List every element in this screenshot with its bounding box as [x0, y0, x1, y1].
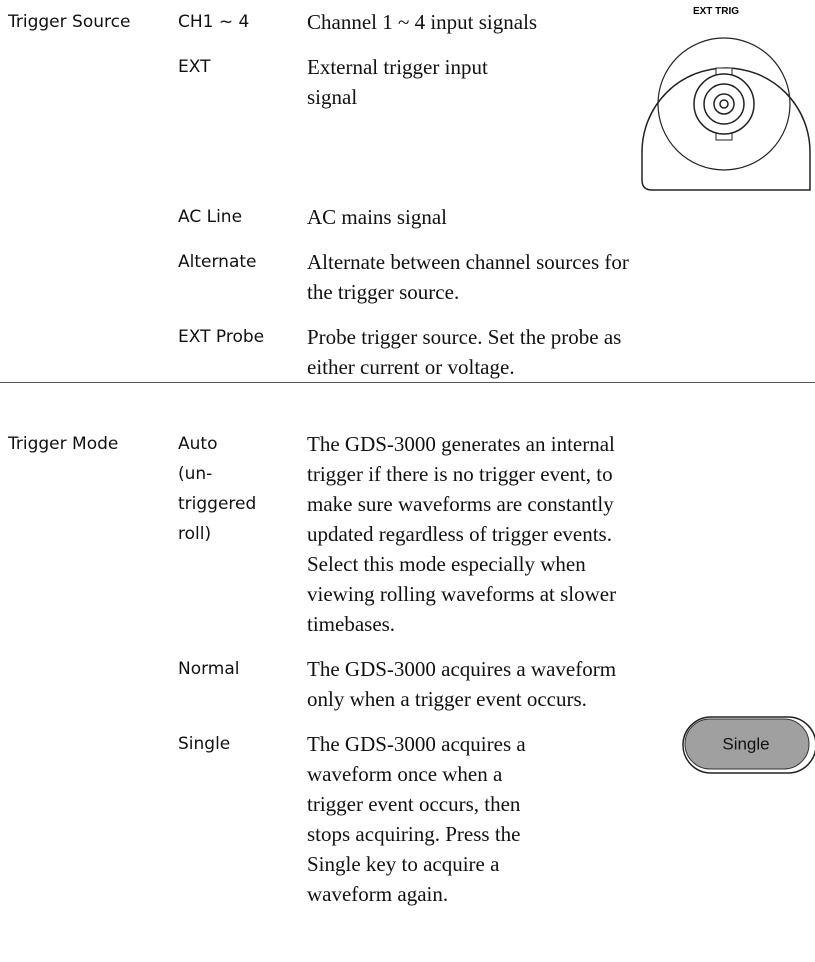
section-label: Trigger Source: [8, 12, 131, 32]
option-label: EXT Probe: [178, 327, 265, 347]
option-label: Alternate: [178, 252, 257, 272]
description-line: signal: [307, 85, 358, 109]
description-line: either current or voltage.: [307, 355, 515, 379]
description-line: trigger if there is no trigger event, to: [307, 462, 613, 486]
description-line: AC mains signal: [307, 205, 447, 229]
description-line: The GDS-3000 acquires a: [307, 732, 526, 756]
description-line: updated regardless of trigger events.: [307, 522, 612, 546]
description-line: Channel 1 ~ 4 input signals: [307, 10, 538, 34]
option-label: Single: [178, 734, 231, 754]
key-label: Single: [722, 734, 769, 753]
description-line: stops acquiring. Press the: [307, 822, 521, 846]
description-line: Select this mode especially when: [307, 552, 586, 576]
description-line: only when a trigger event occurs.: [307, 687, 587, 711]
option-label: CH1 ~ 4: [178, 12, 250, 32]
description-line: waveform again.: [307, 882, 449, 906]
description-line: the trigger source.: [307, 280, 460, 304]
section-separator: [0, 382, 815, 383]
description-line: The GDS-3000 acquires a waveform: [307, 657, 617, 681]
option-label: roll): [178, 524, 212, 544]
option-label: AC Line: [178, 207, 243, 227]
description-line: External trigger input: [307, 55, 488, 79]
description-line: waveform once when a: [307, 762, 503, 786]
ext-trig-connector: EXT TRIG: [641, 6, 811, 191]
description-line: Alternate between channel sources for: [307, 250, 629, 274]
description-line: timebases.: [307, 612, 396, 636]
description-line: trigger event occurs, then: [307, 792, 521, 816]
option-label: Auto: [178, 434, 218, 454]
description-line: The GDS-3000 generates an internal: [307, 432, 615, 456]
description-line: make sure waveforms are constantly: [307, 492, 614, 516]
option-label: (un-: [178, 464, 213, 484]
option-label: EXT: [178, 57, 211, 77]
option-label: triggered: [178, 494, 257, 514]
option-label: Normal: [178, 659, 240, 679]
section-label: Trigger Mode: [8, 434, 119, 454]
image-label: EXT TRIG: [693, 6, 739, 17]
description-line: viewing rolling waveforms at slower: [307, 582, 617, 606]
description-line: Probe trigger source. Set the probe as: [307, 325, 622, 349]
single-key: Single: [682, 716, 815, 774]
description-line: Single key to acquire a: [307, 852, 500, 876]
